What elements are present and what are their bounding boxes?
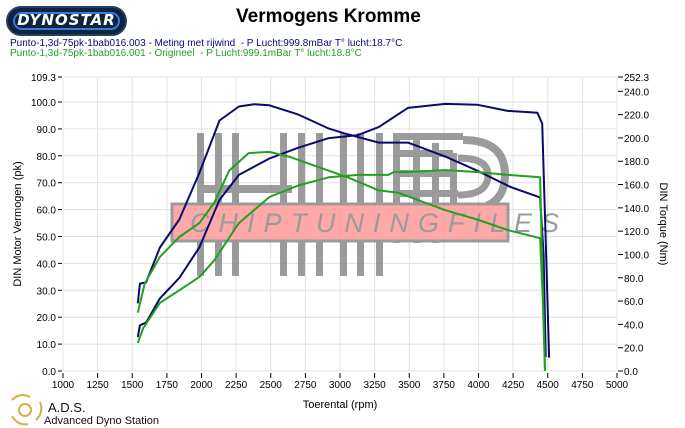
watermark-logo: CHIPTUNINGFILES: [170, 133, 568, 276]
series-run1-torque: [136, 103, 547, 358]
y2-tick-label: 20.0: [624, 344, 644, 355]
x-tick-label: 5000: [606, 380, 629, 391]
y-tick-label: 109.3: [31, 73, 56, 84]
y2-tick-label: 240.0: [624, 87, 649, 98]
y-tick-label: 100.0: [31, 98, 56, 109]
watermark-text: CHIPTUNINGFILES: [190, 208, 568, 238]
y2-tick-label: 140.0: [624, 204, 649, 215]
x-axis-label: Toerental (rpm): [303, 399, 378, 411]
y2-tick-label: 180.0: [624, 157, 649, 168]
y2-tick-label: 60.0: [624, 297, 644, 308]
ads-logo-icon: [11, 394, 43, 426]
axes: 1000 1250 1500 1750 2000 2250 2500 2750 3000 3250…: [31, 73, 649, 391]
y2-tick-label: 220.0: [624, 111, 649, 122]
x-tick-label: 3750: [433, 380, 456, 391]
x-tick-label: 2500: [260, 380, 283, 391]
ads-brand: A.D.S.: [48, 400, 86, 415]
dynostar-logo: DYNOSTAR: [6, 6, 127, 36]
y2-tick-label: 200.0: [624, 134, 649, 145]
y2-tick-label: 100.0: [624, 250, 649, 261]
logo-text: DYNOSTAR: [17, 11, 116, 29]
logo-frame: [13, 12, 120, 30]
y-tick-label: 20.0: [37, 313, 57, 324]
y2-tick-label: 120.0: [624, 227, 649, 238]
y2-tick-label: 40.0: [624, 320, 644, 331]
y2-tick-label: 160.0: [624, 181, 649, 192]
series-lines: [136, 102, 551, 372]
y2-tick-label: 0.0: [624, 367, 638, 378]
ads-subtitle: Advanced Dyno Station: [44, 415, 159, 427]
y-tick-label: 30.0: [37, 286, 57, 297]
x-tick-label: 2750: [294, 380, 317, 391]
y-tick-label: 70.0: [37, 179, 57, 190]
run-legend-2: Punto-1,3d-75pk-1bab016.001 - Origineel …: [10, 48, 362, 59]
y2-axis-label: DIN Torque (Nm): [657, 183, 669, 266]
y-tick-label: 0.0: [42, 367, 56, 378]
run-legend-1: Punto-1,3d-75pk-1bab016.003 - Meting met…: [10, 38, 403, 49]
x-tick-label: 4250: [502, 380, 525, 391]
x-tick-label: 1500: [121, 380, 144, 391]
y-tick-label: 40.0: [37, 259, 57, 270]
y-axis-label: DIN Motor Vermogen (pk): [12, 161, 24, 286]
y-tick-label: 80.0: [37, 152, 57, 163]
y-tick-label: 50.0: [37, 233, 57, 244]
x-tick-label: 3500: [398, 380, 421, 391]
series-run2-torque: [136, 150, 546, 372]
x-tick-label: 3000: [329, 380, 352, 391]
x-tick-label: 1750: [156, 380, 179, 391]
chart-title: Vermogens Kromme: [236, 6, 421, 27]
x-tick-label: 2000: [190, 380, 213, 391]
x-tick-label: 4500: [537, 380, 560, 391]
y2-tick-label: 80.0: [624, 274, 644, 285]
x-tick-label: 2250: [225, 380, 248, 391]
x-tick-label: 4000: [467, 380, 490, 391]
y-tick-label: 60.0: [37, 206, 57, 217]
y-tick-label: 90.0: [37, 125, 57, 136]
y2-tick-label: 252.3: [624, 73, 649, 84]
series-run1-power: [136, 102, 551, 358]
x-tick-label: 3250: [364, 380, 387, 391]
y-tick-label: 10.0: [37, 340, 57, 351]
x-tick-label: 1000: [52, 380, 75, 391]
x-tick-label: 4750: [571, 380, 594, 391]
x-tick-label: 1250: [87, 380, 110, 391]
